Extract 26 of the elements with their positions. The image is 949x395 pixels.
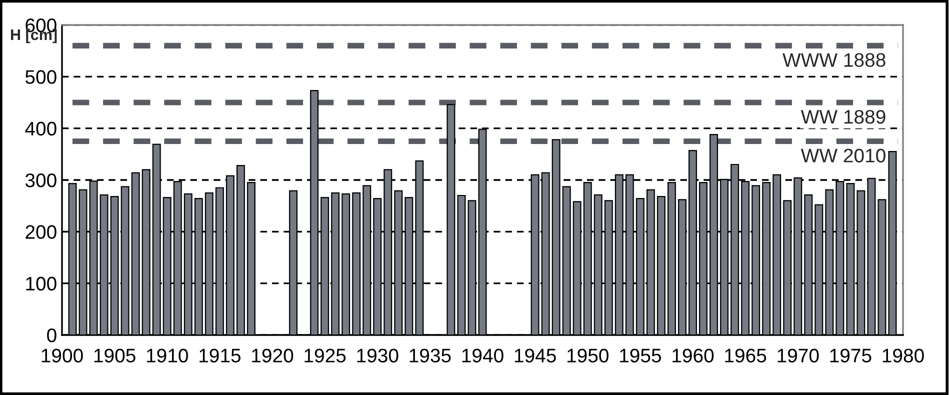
x-tick-label: 1905 [94,348,136,362]
ref-line-label: WWW 1888 [782,53,886,67]
x-tick-label: 1960 [672,348,714,362]
x-tick-label: 1940 [462,348,504,362]
x-tick-label: 1930 [357,348,398,362]
x-tick-label: 1915 [200,348,241,362]
x-tick-label: 1970 [778,348,819,362]
y-tick-label: 400 [25,122,56,136]
x-tick-label: 1975 [830,348,872,362]
x-tick-label: 1955 [620,348,662,362]
x-tick-label: 1910 [146,348,188,362]
x-tick-label: 1980 [882,348,924,362]
ref-line-label: WW 2010 [800,148,886,162]
x-tick-label: 1920 [252,348,294,362]
x-tick-label: 1945 [514,348,556,362]
x-tick-label: 1965 [725,348,766,362]
x-tick-label: 1935 [410,348,451,362]
x-tick-label: 1900 [42,348,83,362]
y-tick-label: 500 [25,70,56,84]
y-tick-label: 0 [47,328,56,342]
ref-line-label: WW 1889 [800,110,886,124]
y-tick-label: 200 [26,225,56,239]
y-tick-label: 100 [26,276,56,291]
x-tick-label: 1925 [304,348,346,362]
x-tick-label: 1950 [567,348,608,362]
y-tick-label: 300 [25,173,56,188]
